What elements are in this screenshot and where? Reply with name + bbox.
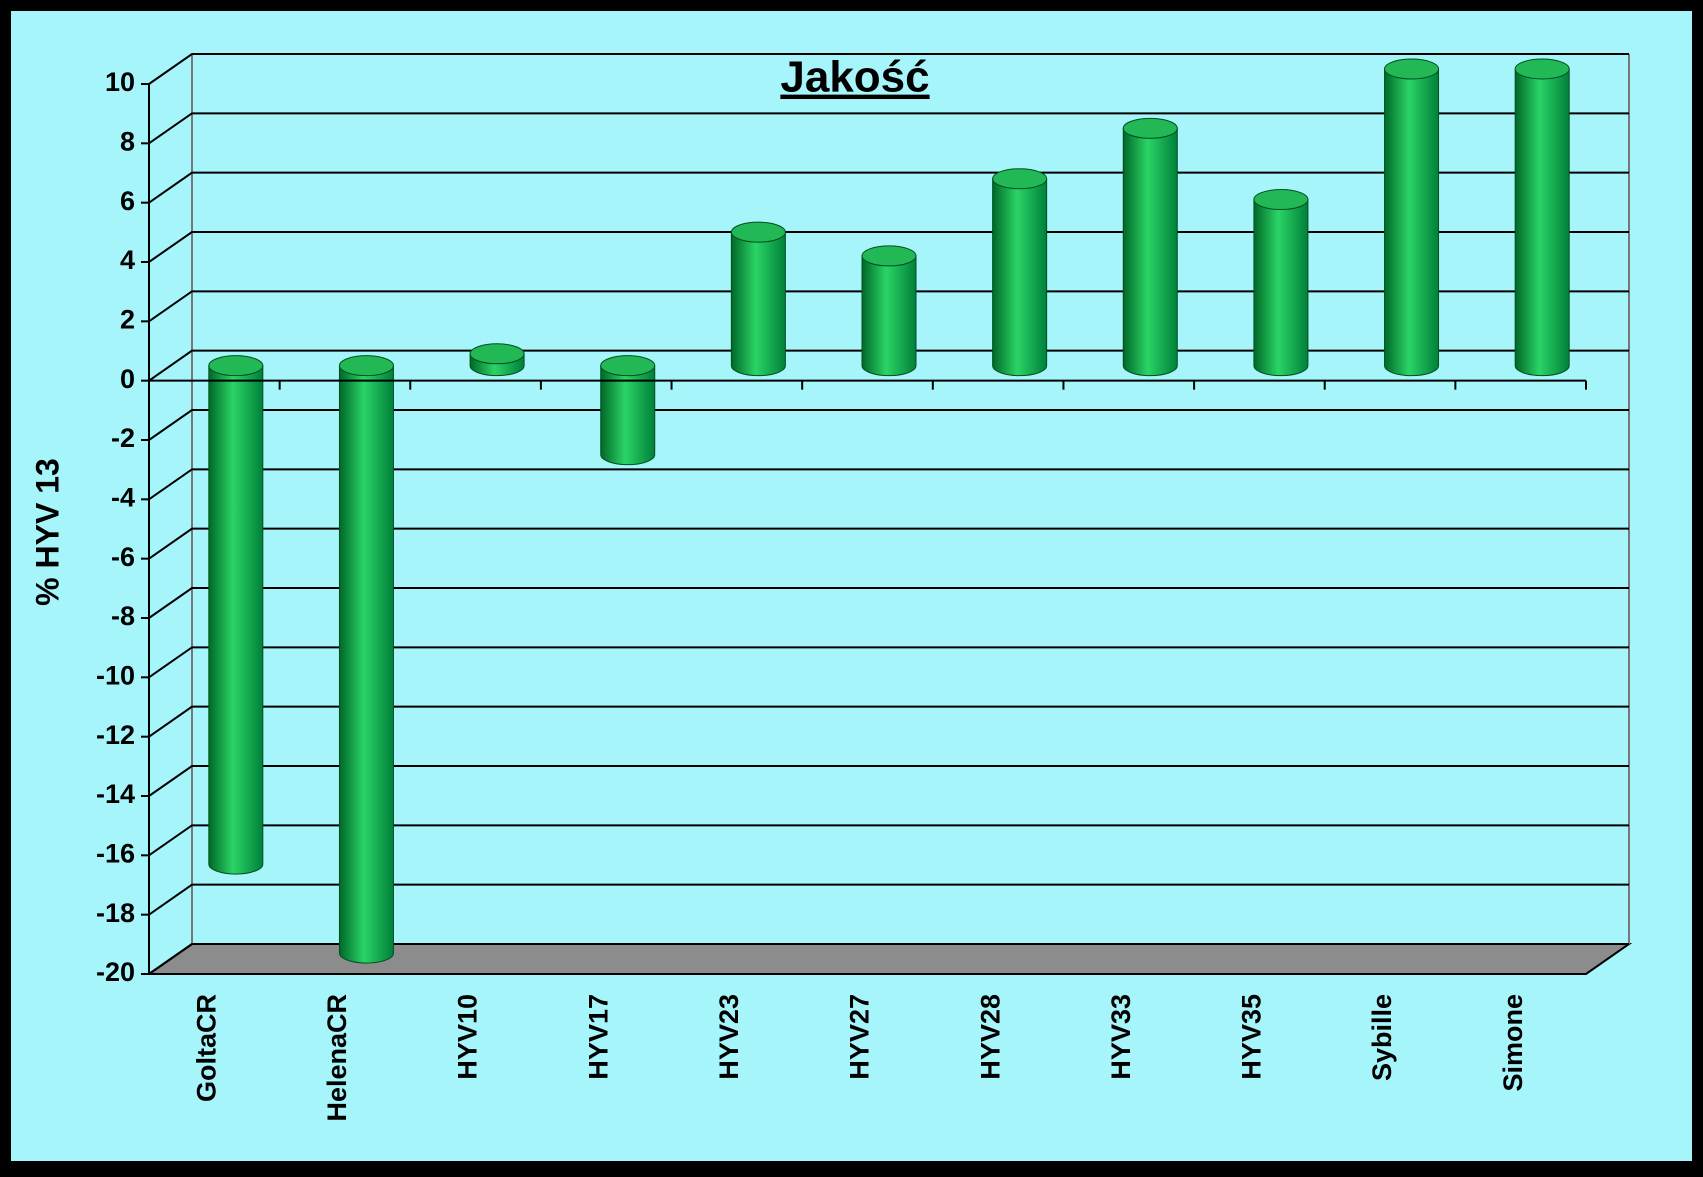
y-tick-label: -16 [96,838,135,868]
x-tick-label: HYV28 [975,994,1005,1080]
y-tick-label: -4 [111,482,135,512]
bar-cap [1122,117,1178,139]
grid-line [148,112,1629,145]
bar [208,365,264,875]
bar-cap [861,245,917,267]
bar-cap [992,168,1048,190]
x-tick-label: Sybille [1367,994,1397,1081]
y-tick-label: -10 [96,660,135,690]
grid-line [148,943,1629,975]
y-tick-label: 4 [120,245,135,275]
bar-cap [338,355,394,377]
x-tick-label: HYV35 [1237,994,1267,1080]
grid-line [148,468,1629,501]
y-axis-label: % HYV 13 [29,458,65,606]
bar [861,255,917,377]
grid-line [148,646,1629,679]
grid-line [148,705,1629,738]
bar-cap [1514,58,1570,80]
x-tick-label: GoltaCR [191,994,221,1102]
grid-line [148,765,1629,797]
bar-cap [1253,189,1309,211]
bar [338,365,394,964]
bar-cap [1384,58,1440,80]
y-tick-label: 10 [105,67,135,97]
bar-cap [208,355,264,377]
x-tick-label: HYV27 [845,994,875,1080]
bar [992,178,1048,377]
y-tick-label: 2 [120,304,135,334]
y-tick-label: -14 [96,779,135,809]
grid-line [148,53,1629,85]
x-tick-label: HYV17 [583,994,613,1080]
x-tick-label: Simone [1498,994,1528,1092]
grid-line [148,883,1629,916]
y-tick-label: 8 [120,126,135,156]
grid-line [148,824,1629,857]
x-tick-label: HYV10 [453,994,483,1080]
grid-line [148,587,1629,619]
bar [1514,68,1570,377]
bar-cap [730,221,786,243]
y-tick-label: -20 [96,957,135,987]
y-tick-label: -12 [96,720,135,750]
grid-line [148,527,1629,560]
bar [600,365,656,466]
y-tick-label: 0 [120,364,135,394]
x-tick-label: HelenaCR [322,994,352,1122]
x-tick-label: HYV23 [714,994,744,1080]
grid-line [148,409,1629,441]
y-tick-label: -18 [96,898,135,928]
x-tick-label: HYV33 [1106,994,1136,1080]
bar [1253,199,1309,377]
y-tick-label: 6 [120,186,135,216]
bar-cap [469,343,525,365]
y-tick-label: -2 [111,423,135,453]
chart-title: Jakość [780,53,929,102]
bar [1384,68,1440,377]
bar [730,231,786,377]
y-tick-label: -8 [111,601,135,631]
bar [1122,127,1178,377]
y-tick-label: -6 [111,542,135,572]
bar-cap [600,355,656,377]
